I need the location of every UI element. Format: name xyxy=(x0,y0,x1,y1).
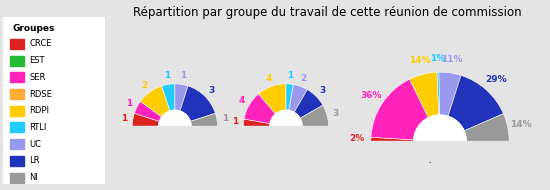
Text: 36%: 36% xyxy=(360,91,382,100)
Wedge shape xyxy=(134,101,162,121)
Text: SER: SER xyxy=(29,73,46,82)
Wedge shape xyxy=(162,84,175,111)
Wedge shape xyxy=(437,72,439,115)
Text: 1: 1 xyxy=(164,71,170,81)
Text: UC: UC xyxy=(29,140,41,149)
Text: NI: NI xyxy=(29,173,38,182)
Wedge shape xyxy=(448,75,503,131)
Text: 1: 1 xyxy=(222,114,228,123)
Text: 11%: 11% xyxy=(442,55,463,64)
Circle shape xyxy=(159,110,191,143)
Text: 1: 1 xyxy=(122,114,128,123)
Text: 1: 1 xyxy=(180,71,186,81)
Text: RDSE: RDSE xyxy=(29,89,52,98)
Wedge shape xyxy=(286,84,293,111)
Bar xyxy=(228,127,344,173)
Bar xyxy=(10,89,24,99)
Text: 3: 3 xyxy=(208,86,214,95)
Text: EST: EST xyxy=(29,56,45,65)
Text: 2: 2 xyxy=(142,81,148,90)
Circle shape xyxy=(270,110,302,143)
Bar xyxy=(10,156,24,166)
Text: 3: 3 xyxy=(332,109,338,118)
Bar xyxy=(117,127,233,173)
Text: 1: 1 xyxy=(287,71,294,80)
Wedge shape xyxy=(439,72,461,116)
Bar xyxy=(10,55,24,66)
Text: 29%: 29% xyxy=(485,75,507,84)
Wedge shape xyxy=(300,105,328,127)
Text: 1: 1 xyxy=(126,99,133,108)
Wedge shape xyxy=(190,113,217,127)
Wedge shape xyxy=(371,137,414,141)
Wedge shape xyxy=(289,85,307,112)
Bar xyxy=(10,39,24,49)
Text: 4: 4 xyxy=(265,74,272,83)
Text: 1: 1 xyxy=(232,117,238,127)
Bar xyxy=(10,139,24,149)
Text: 4: 4 xyxy=(239,96,245,105)
Bar xyxy=(10,72,24,82)
Bar xyxy=(346,141,534,190)
Text: Groupes: Groupes xyxy=(13,24,56,33)
Wedge shape xyxy=(244,94,276,124)
Text: LR: LR xyxy=(29,156,40,165)
Wedge shape xyxy=(258,84,286,114)
Text: Temps de parole
(mots prononcés): Temps de parole (mots prononcés) xyxy=(400,143,480,163)
Text: 1%: 1% xyxy=(430,54,445,63)
Bar xyxy=(10,122,24,132)
Text: 2: 2 xyxy=(300,74,306,83)
Circle shape xyxy=(414,115,466,168)
Text: CRCE: CRCE xyxy=(29,39,52,48)
Text: 14%: 14% xyxy=(510,120,532,129)
Wedge shape xyxy=(175,84,188,111)
Wedge shape xyxy=(371,79,428,140)
FancyBboxPatch shape xyxy=(0,12,108,189)
Text: Présents: Présents xyxy=(156,127,194,136)
Text: Interventions: Interventions xyxy=(256,127,316,136)
Text: 14%: 14% xyxy=(409,56,430,65)
Text: RTLI: RTLI xyxy=(29,123,47,132)
Bar xyxy=(10,106,24,116)
Wedge shape xyxy=(244,119,270,127)
Text: 2%: 2% xyxy=(349,134,365,143)
Wedge shape xyxy=(410,72,439,118)
Text: 3: 3 xyxy=(319,86,325,95)
Text: Répartition par groupe du travail de cette réunion de commission: Répartition par groupe du travail de cet… xyxy=(133,6,521,19)
Wedge shape xyxy=(180,86,216,121)
Wedge shape xyxy=(464,114,509,141)
Wedge shape xyxy=(294,89,323,118)
Wedge shape xyxy=(140,86,170,117)
Bar xyxy=(10,173,24,183)
Wedge shape xyxy=(133,113,159,127)
Text: RDPI: RDPI xyxy=(29,106,49,115)
